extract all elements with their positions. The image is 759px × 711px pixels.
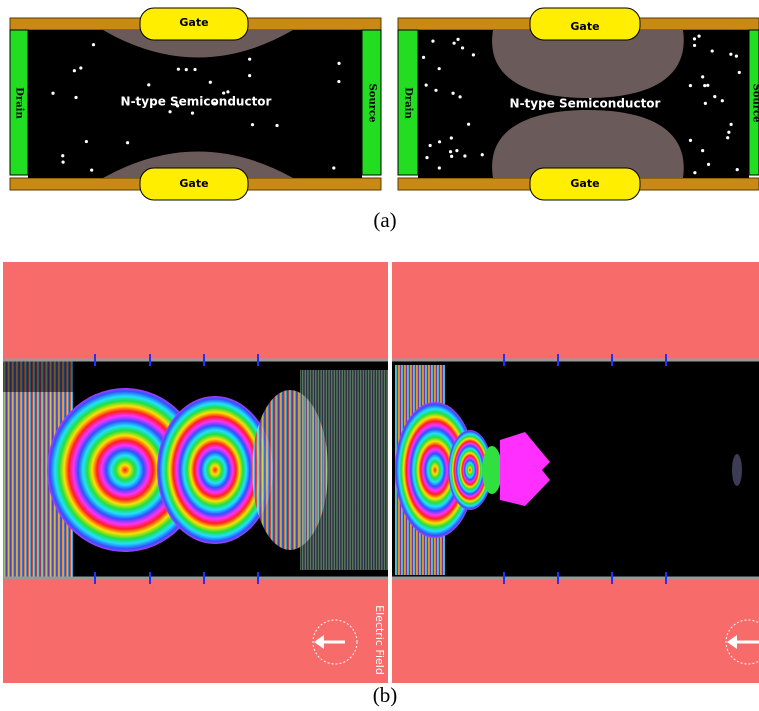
caption: (b): [373, 683, 398, 707]
electron: [251, 123, 254, 126]
electron: [275, 124, 278, 127]
electron: [736, 168, 739, 171]
electron: [453, 42, 456, 45]
electron: [332, 166, 335, 169]
material-label: N-type Semiconductor: [121, 95, 272, 109]
electron: [79, 66, 82, 69]
electron: [434, 89, 437, 92]
electron: [248, 58, 251, 61]
electron: [92, 43, 95, 46]
material-label: N-type Semiconductor: [510, 97, 661, 111]
electron: [455, 149, 458, 152]
jfet-open: Gate Gate Drain Source N-type Semiconduc…: [10, 8, 381, 200]
electron: [438, 67, 441, 70]
electron: [85, 140, 88, 143]
electron: [425, 156, 428, 159]
electron: [450, 136, 453, 139]
electron: [337, 62, 340, 65]
electron: [51, 92, 54, 95]
electron: [711, 49, 714, 52]
gate-label: Gate: [179, 16, 208, 29]
electron: [90, 168, 93, 171]
electron: [193, 68, 196, 71]
electron: [450, 155, 453, 158]
electron: [185, 68, 188, 71]
electron: [693, 44, 696, 47]
electron: [425, 83, 428, 86]
electron: [61, 161, 64, 164]
electron: [467, 123, 470, 126]
electron: [721, 99, 724, 102]
electron: [209, 81, 212, 84]
drain-label: Drain: [403, 87, 414, 119]
gate-label: Gate: [570, 20, 599, 33]
electron: [481, 153, 484, 156]
drain-label: Drain: [14, 87, 25, 119]
electron: [726, 136, 729, 139]
electron: [61, 154, 64, 157]
field-label: Electric Field: [373, 605, 386, 675]
electron: [729, 53, 732, 56]
electron: [463, 154, 466, 157]
electron: [701, 75, 704, 78]
electron: [713, 95, 716, 98]
caption: (a): [373, 208, 396, 232]
electron: [693, 171, 696, 174]
electron: [703, 84, 706, 87]
source-label: Source: [367, 84, 378, 123]
electron: [730, 123, 733, 126]
electron: [704, 102, 707, 105]
electron: [248, 74, 251, 77]
electron: [738, 71, 741, 74]
electron: [438, 140, 441, 143]
gate-label: Gate: [570, 177, 599, 190]
electron: [689, 84, 692, 87]
jfet-pinched: Gate Gate Drain Source N-type Semiconduc…: [398, 8, 759, 200]
electron: [472, 53, 475, 56]
electron: [226, 90, 229, 93]
gate-label: Gate: [179, 177, 208, 190]
electron: [693, 37, 696, 40]
electron: [449, 150, 452, 153]
figure: Gate Gate Drain Source N-type Semiconduc…: [0, 0, 759, 711]
electron: [461, 46, 464, 49]
electron: [706, 84, 709, 87]
electron: [689, 139, 692, 142]
electron: [191, 112, 194, 115]
electron: [126, 141, 129, 144]
electron: [168, 110, 171, 113]
electron: [697, 35, 700, 38]
electron: [422, 56, 425, 59]
electron: [735, 54, 738, 57]
electron: [456, 38, 459, 41]
electron: [451, 92, 454, 95]
electron: [431, 40, 434, 43]
electron: [74, 96, 77, 99]
electron: [73, 69, 76, 72]
electron: [458, 95, 461, 98]
electron: [147, 83, 150, 86]
electron: [429, 144, 432, 147]
electron: [337, 80, 340, 83]
divider: [388, 262, 392, 683]
source-label: Source: [751, 84, 759, 123]
simulations: Electric Field: [3, 262, 759, 683]
electron: [438, 166, 441, 169]
electron: [177, 68, 180, 71]
electron: [701, 149, 704, 152]
electron: [707, 163, 710, 166]
electron: [727, 131, 730, 134]
